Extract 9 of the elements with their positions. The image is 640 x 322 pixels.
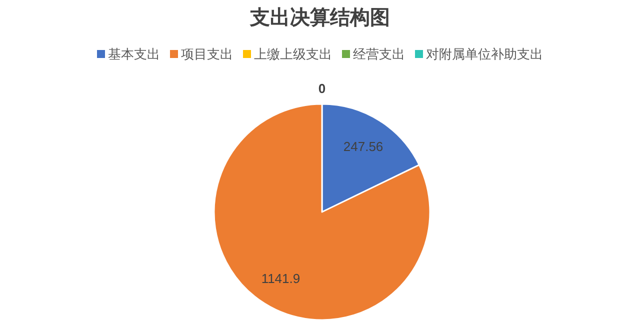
data-label: 1141.9: [261, 270, 300, 286]
legend-label: 上缴上级支出: [254, 46, 332, 62]
data-label: 247.56: [343, 139, 384, 154]
legend-label: 项目支出: [181, 46, 233, 62]
legend-label: 对附属单位补助支出: [426, 46, 543, 62]
text: 0: [318, 80, 326, 96]
chart-title: 支出决算结构图: [249, 7, 390, 29]
legend-label: 经营支出: [353, 46, 405, 62]
legend-label: 基本支出: [108, 46, 160, 62]
